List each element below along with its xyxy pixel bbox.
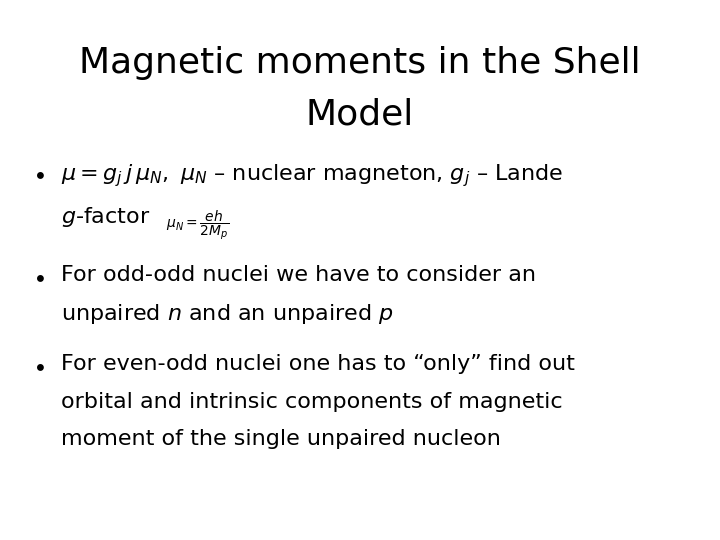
Text: $\mu_N = \dfrac{eh}{2M_p}$: $\mu_N = \dfrac{eh}{2M_p}$	[166, 208, 229, 241]
Text: $g$-factor: $g$-factor	[61, 205, 150, 229]
Text: $\bullet$: $\bullet$	[32, 354, 45, 377]
Text: $\bullet$: $\bullet$	[32, 265, 45, 288]
Text: moment of the single unpaired nucleon: moment of the single unpaired nucleon	[61, 429, 501, 449]
Text: unpaired $n$ and an unpaired $p$: unpaired $n$ and an unpaired $p$	[61, 302, 394, 326]
Text: Model: Model	[306, 97, 414, 131]
Text: $\mu = g_j\,j\,\mu_N,\ \mu_N$ – nuclear magneton, $g_j$ – Lande: $\mu = g_j\,j\,\mu_N,\ \mu_N$ – nuclear …	[61, 162, 563, 189]
Text: For even-odd nuclei one has to “only” find out: For even-odd nuclei one has to “only” fi…	[61, 354, 575, 374]
Text: $\bullet$: $\bullet$	[32, 162, 45, 186]
Text: For odd-odd nuclei we have to consider an: For odd-odd nuclei we have to consider a…	[61, 265, 536, 285]
Text: Magnetic moments in the Shell: Magnetic moments in the Shell	[79, 46, 641, 80]
Text: orbital and intrinsic components of magnetic: orbital and intrinsic components of magn…	[61, 392, 563, 411]
